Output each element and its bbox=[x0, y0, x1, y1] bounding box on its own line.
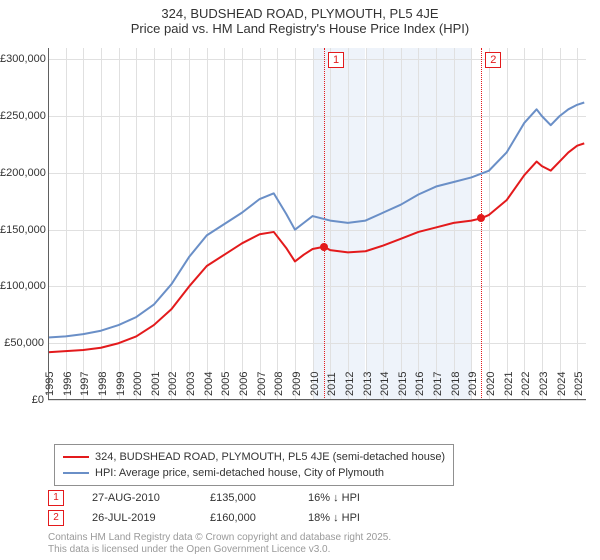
y-axis-line bbox=[48, 48, 49, 400]
y-tick-label: £0 bbox=[0, 394, 44, 406]
gridline-h bbox=[48, 400, 586, 401]
x-tick-label: 2018 bbox=[450, 372, 462, 396]
y-tick-label: £300,000 bbox=[0, 53, 44, 65]
legend-item: HPI: Average price, semi-detached house,… bbox=[63, 465, 445, 481]
x-tick-label: 2003 bbox=[185, 372, 197, 396]
x-tick-label: 2009 bbox=[291, 372, 303, 396]
x-tick-label: 2007 bbox=[256, 372, 268, 396]
y-tick-label: £250,000 bbox=[0, 110, 44, 122]
event-badge-icon: 2 bbox=[48, 510, 64, 526]
x-tick-label: 2010 bbox=[309, 372, 321, 396]
x-tick-label: 2002 bbox=[167, 372, 179, 396]
x-tick-label: 1999 bbox=[115, 372, 127, 396]
event-date: 27-AUG-2010 bbox=[92, 492, 182, 504]
event-price: £135,000 bbox=[210, 492, 280, 504]
event-delta-suffix: HPI bbox=[342, 512, 360, 524]
x-tick-label: 2014 bbox=[379, 372, 391, 396]
x-tick-label: 1998 bbox=[97, 372, 109, 396]
x-tick-label: 2012 bbox=[344, 372, 356, 396]
legend-label: 324, BUDSHEAD ROAD, PLYMOUTH, PL5 4JE (s… bbox=[95, 451, 445, 463]
arrow-down-icon: ↓ bbox=[333, 512, 339, 524]
event-price: £160,000 bbox=[210, 512, 280, 524]
x-tick-label: 2024 bbox=[556, 372, 568, 396]
chart-plot-area: 12 £0£50,000£100,000£150,000£200,000£250… bbox=[48, 48, 586, 400]
event-badge-icon: 1 bbox=[48, 490, 64, 506]
y-tick-label: £100,000 bbox=[0, 280, 44, 292]
title-line-2: Price paid vs. HM Land Registry's House … bbox=[0, 21, 600, 36]
x-tick-label: 2005 bbox=[220, 372, 232, 396]
legend-item: 324, BUDSHEAD ROAD, PLYMOUTH, PL5 4JE (s… bbox=[63, 449, 445, 465]
event-number: 2 bbox=[53, 512, 59, 523]
x-tick-label: 2023 bbox=[538, 372, 550, 396]
x-tick-label: 2017 bbox=[432, 372, 444, 396]
x-tick-label: 2022 bbox=[520, 372, 532, 396]
x-tick-label: 2016 bbox=[414, 372, 426, 396]
x-tick-label: 1997 bbox=[79, 372, 91, 396]
x-tick-label: 2011 bbox=[326, 372, 338, 396]
legend-swatch bbox=[63, 456, 89, 458]
event-delta: 18% ↓ HPI bbox=[308, 512, 418, 524]
y-tick-label: £150,000 bbox=[0, 224, 44, 236]
footnote: Contains HM Land Registry data © Crown c… bbox=[48, 532, 391, 556]
legend-label: HPI: Average price, semi-detached house,… bbox=[95, 467, 384, 479]
footnote-line-2: This data is licensed under the Open Gov… bbox=[48, 544, 391, 556]
series-line-hpi bbox=[48, 103, 584, 338]
x-tick-label: 2001 bbox=[150, 372, 162, 396]
series-lines bbox=[48, 48, 586, 400]
y-tick-label: £200,000 bbox=[0, 167, 44, 179]
chart-container: 324, BUDSHEAD ROAD, PLYMOUTH, PL5 4JE Pr… bbox=[0, 0, 600, 560]
x-axis-line bbox=[48, 399, 586, 400]
x-tick-label: 2006 bbox=[238, 372, 250, 396]
legend-swatch bbox=[63, 472, 89, 474]
title-line-1: 324, BUDSHEAD ROAD, PLYMOUTH, PL5 4JE bbox=[0, 6, 600, 21]
x-tick-label: 2019 bbox=[467, 372, 479, 396]
x-tick-label: 2000 bbox=[132, 372, 144, 396]
x-tick-label: 2021 bbox=[503, 372, 515, 396]
title-block: 324, BUDSHEAD ROAD, PLYMOUTH, PL5 4JE Pr… bbox=[0, 0, 600, 36]
x-tick-label: 2025 bbox=[573, 372, 585, 396]
arrow-down-icon: ↓ bbox=[333, 492, 339, 504]
event-date: 26-JUL-2019 bbox=[92, 512, 182, 524]
sale-marker-icon bbox=[477, 214, 485, 222]
footnote-line-1: Contains HM Land Registry data © Crown c… bbox=[48, 532, 391, 544]
x-tick-label: 2020 bbox=[485, 372, 497, 396]
x-tick-label: 2008 bbox=[273, 372, 285, 396]
legend: 324, BUDSHEAD ROAD, PLYMOUTH, PL5 4JE (s… bbox=[54, 444, 454, 486]
x-tick-label: 2013 bbox=[362, 372, 374, 396]
y-tick-label: £50,000 bbox=[0, 337, 44, 349]
event-row: 2 26-JUL-2019 £160,000 18% ↓ HPI bbox=[48, 508, 418, 528]
event-row: 1 27-AUG-2010 £135,000 16% ↓ HPI bbox=[48, 488, 418, 508]
event-delta-suffix: HPI bbox=[342, 492, 360, 504]
events-table: 1 27-AUG-2010 £135,000 16% ↓ HPI 2 26-JU… bbox=[48, 488, 418, 528]
x-tick-label: 1995 bbox=[44, 372, 56, 396]
x-tick-label: 1996 bbox=[62, 372, 74, 396]
event-delta: 16% ↓ HPI bbox=[308, 492, 418, 504]
event-delta-pct: 18% bbox=[308, 512, 330, 524]
x-tick-label: 2015 bbox=[397, 372, 409, 396]
event-number: 1 bbox=[53, 492, 59, 503]
event-delta-pct: 16% bbox=[308, 492, 330, 504]
x-tick-label: 2004 bbox=[203, 372, 215, 396]
sale-marker-icon bbox=[320, 243, 328, 251]
